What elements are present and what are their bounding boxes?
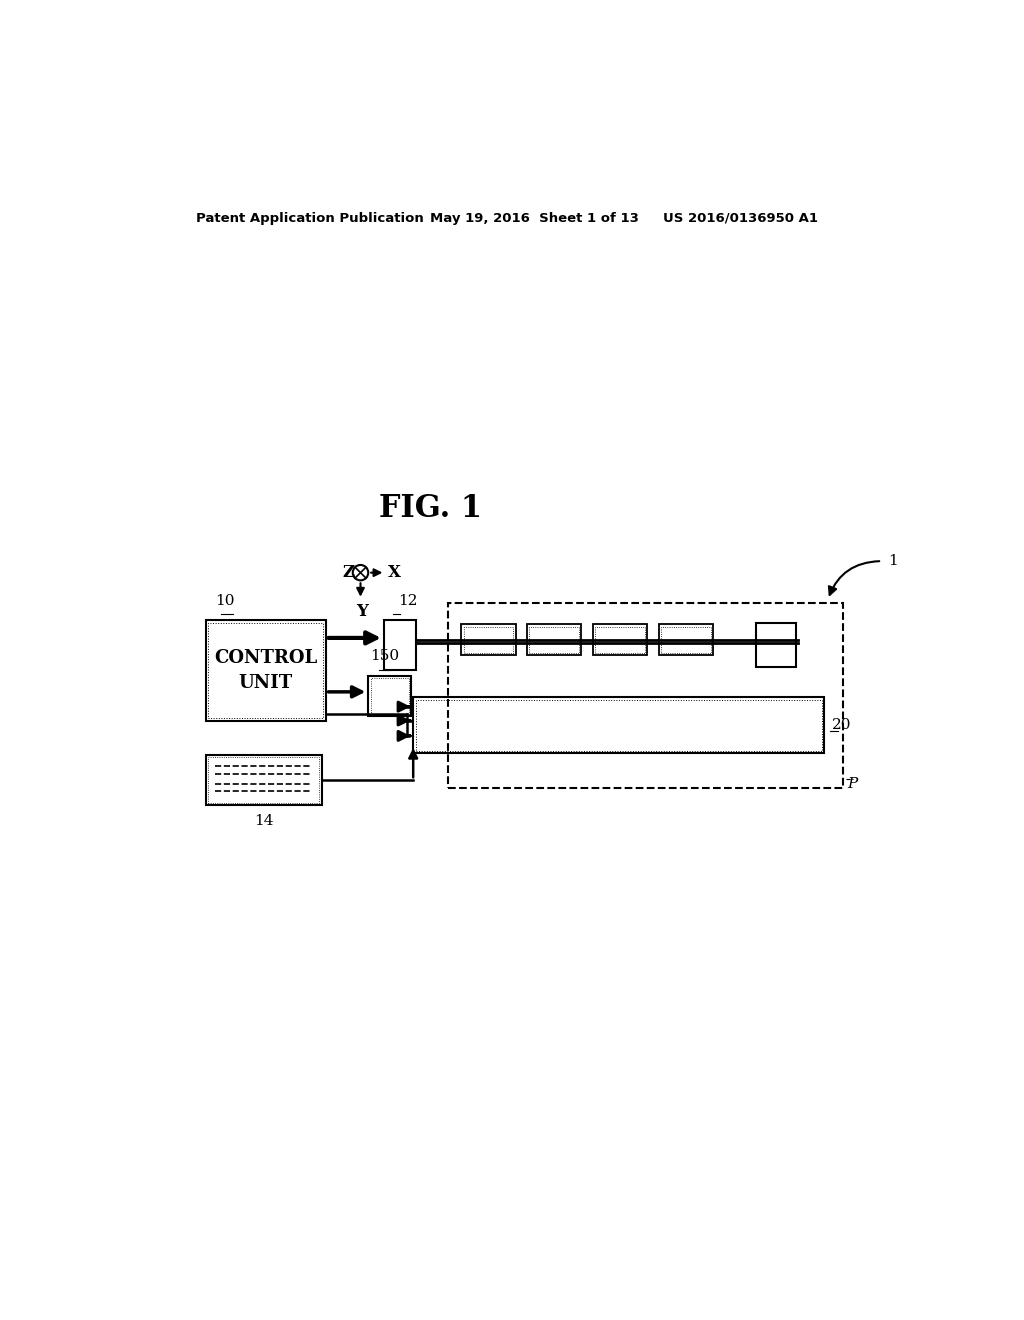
Text: May 19, 2016  Sheet 1 of 13: May 19, 2016 Sheet 1 of 13 [430, 213, 639, 224]
Bar [371, 678, 409, 714]
Text: 1: 1 [888, 554, 898, 568]
Text: P: P [847, 777, 857, 792]
Bar [416, 700, 821, 751]
Text: 150: 150 [371, 649, 399, 664]
Bar [756, 623, 796, 668]
Bar [208, 623, 324, 718]
Text: 12: 12 [397, 594, 417, 609]
Bar [369, 676, 411, 715]
Bar [414, 697, 824, 752]
Bar [384, 620, 417, 671]
Bar [527, 624, 582, 655]
Text: US 2016/0136950 A1: US 2016/0136950 A1 [663, 213, 818, 224]
Text: 14: 14 [254, 813, 273, 828]
Bar [206, 755, 322, 805]
Text: 10: 10 [215, 594, 234, 609]
Bar [529, 627, 579, 653]
Bar [449, 603, 844, 788]
Bar [593, 624, 647, 655]
Text: X: X [388, 564, 400, 581]
Text: Z: Z [343, 564, 354, 581]
Text: FIG. 1: FIG. 1 [379, 494, 481, 524]
Bar [461, 624, 515, 655]
Bar [206, 620, 326, 721]
Bar [464, 627, 513, 653]
Bar [208, 758, 319, 803]
Bar [658, 624, 713, 655]
Bar [595, 627, 645, 653]
Text: CONTROL
UNIT: CONTROL UNIT [214, 649, 317, 692]
Text: Patent Application Publication: Patent Application Publication [197, 213, 424, 224]
Text: Y: Y [356, 603, 369, 619]
Text: 20: 20 [831, 718, 851, 733]
Bar [662, 627, 711, 653]
